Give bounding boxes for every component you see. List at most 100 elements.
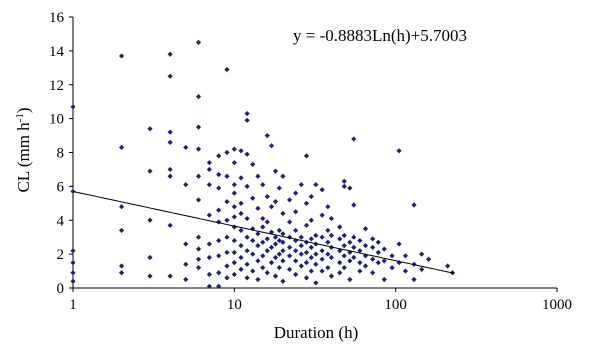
data-point bbox=[328, 215, 335, 222]
data-point bbox=[268, 229, 275, 235]
data-point bbox=[347, 249, 353, 256]
data-point bbox=[244, 275, 250, 281]
x-tick-label: 1 bbox=[69, 297, 77, 313]
data-point bbox=[206, 271, 212, 278]
y-tick-label: 2 bbox=[57, 247, 65, 263]
data-point bbox=[231, 237, 237, 244]
data-point bbox=[313, 232, 319, 239]
data-point bbox=[216, 253, 222, 259]
plot-area: 0 2 4 6 8 10 12 14 16 1 10 100 1000 bbox=[49, 10, 572, 313]
data-point bbox=[313, 280, 319, 286]
data-point bbox=[224, 234, 230, 240]
data-point bbox=[224, 275, 230, 281]
data-point bbox=[255, 243, 261, 249]
data-point bbox=[167, 173, 173, 179]
data-point bbox=[325, 239, 331, 245]
data-point bbox=[272, 168, 279, 174]
data-point bbox=[167, 51, 173, 57]
y-axis-title-main: CL (mm h bbox=[14, 122, 33, 193]
data-point bbox=[244, 234, 250, 240]
data-point bbox=[238, 148, 244, 154]
data-point bbox=[224, 249, 230, 256]
data-point bbox=[264, 193, 270, 200]
data-point bbox=[351, 202, 357, 208]
data-point bbox=[268, 143, 275, 149]
data-point bbox=[357, 259, 363, 266]
data-point bbox=[308, 244, 314, 250]
data-point bbox=[357, 268, 363, 274]
data-point bbox=[347, 258, 353, 264]
data-point bbox=[362, 243, 369, 249]
data-point bbox=[328, 254, 335, 261]
data-point bbox=[303, 259, 310, 266]
data-point bbox=[325, 251, 331, 257]
data-point bbox=[147, 168, 153, 174]
data-point bbox=[231, 214, 237, 220]
data-point bbox=[206, 212, 212, 218]
data-point bbox=[183, 182, 189, 188]
data-point bbox=[231, 249, 237, 256]
data-point bbox=[375, 259, 381, 266]
data-point bbox=[244, 110, 250, 117]
data-point bbox=[370, 236, 376, 242]
data-point bbox=[293, 209, 299, 215]
data-point bbox=[351, 234, 357, 240]
data-point bbox=[260, 253, 266, 259]
data-point bbox=[224, 66, 230, 73]
data-point bbox=[425, 256, 432, 262]
data-point bbox=[402, 268, 409, 274]
data-point bbox=[70, 248, 76, 254]
data-point bbox=[325, 204, 331, 210]
data-point bbox=[280, 173, 286, 179]
data-point bbox=[216, 283, 222, 289]
data-point bbox=[167, 166, 173, 173]
data-point bbox=[195, 197, 202, 203]
data-point bbox=[183, 241, 189, 247]
data-point bbox=[231, 259, 237, 266]
data-point bbox=[195, 94, 202, 100]
data-point bbox=[276, 251, 282, 257]
data-point bbox=[313, 251, 319, 257]
data-point bbox=[303, 222, 310, 228]
data-point bbox=[268, 259, 275, 266]
data-point bbox=[280, 248, 286, 254]
data-point bbox=[337, 248, 343, 254]
data-point bbox=[286, 244, 293, 250]
data-point bbox=[351, 254, 357, 261]
data-point bbox=[216, 153, 222, 159]
data-point bbox=[231, 160, 237, 166]
data-point bbox=[303, 275, 310, 281]
data-point bbox=[286, 266, 293, 272]
data-point bbox=[298, 243, 304, 249]
data-point bbox=[264, 236, 270, 242]
data-point bbox=[325, 227, 331, 234]
data-point bbox=[238, 200, 244, 206]
data-point bbox=[445, 263, 451, 269]
data-point bbox=[195, 146, 202, 152]
data-point bbox=[216, 207, 222, 213]
data-point bbox=[260, 239, 266, 245]
data-point bbox=[183, 261, 189, 267]
data-point bbox=[419, 251, 425, 257]
data-point bbox=[195, 256, 202, 262]
data-point bbox=[250, 237, 256, 244]
data-point bbox=[347, 239, 353, 245]
data-point bbox=[298, 234, 304, 240]
data-point bbox=[70, 104, 76, 110]
data-point bbox=[147, 254, 153, 261]
data-point bbox=[419, 266, 425, 272]
data-point bbox=[206, 254, 212, 261]
data-point bbox=[319, 268, 325, 274]
data-point bbox=[167, 273, 173, 279]
data-point bbox=[347, 276, 353, 283]
data-point bbox=[375, 249, 381, 256]
trendline bbox=[72, 190, 455, 274]
data-point bbox=[396, 148, 402, 154]
data-point bbox=[370, 244, 376, 250]
y-tick-label: 8 bbox=[57, 146, 65, 162]
y-axis-title-sup: -1 bbox=[14, 113, 26, 122]
data-point bbox=[231, 190, 237, 196]
data-point bbox=[167, 139, 173, 145]
data-point bbox=[118, 227, 125, 234]
data-point bbox=[293, 227, 299, 234]
